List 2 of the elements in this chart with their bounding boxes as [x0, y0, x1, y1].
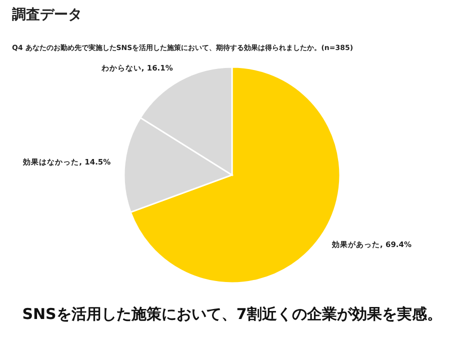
text: SNSを活用した施策において、7割近くの企業が効果を実感。 — [22, 305, 442, 323]
chart-title: 調査データ — [12, 6, 82, 23]
